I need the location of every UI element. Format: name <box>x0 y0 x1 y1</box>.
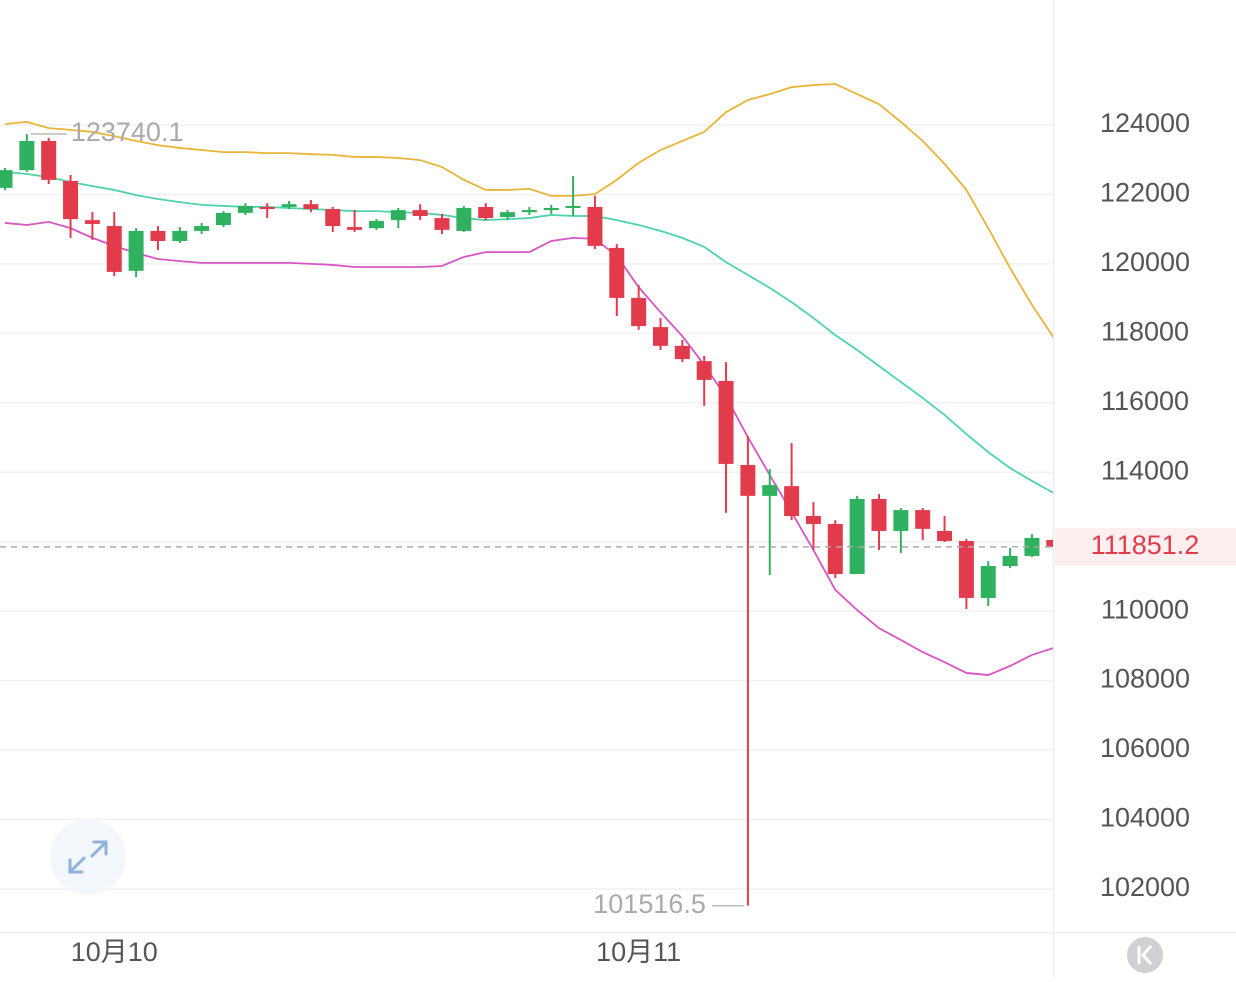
candle-body <box>762 485 778 496</box>
band-upper <box>4 83 1053 339</box>
candle-body <box>1002 555 1018 567</box>
y-tick-label: 116000 <box>1101 386 1189 416</box>
candle-body <box>543 207 559 211</box>
candle-body <box>390 210 406 221</box>
candle-body <box>980 566 996 598</box>
candle-body <box>150 230 166 241</box>
candle-body <box>194 226 210 231</box>
y-tick-label: 106000 <box>1100 733 1190 763</box>
candle-body <box>281 204 297 207</box>
candle-body <box>259 206 275 210</box>
last-price-box <box>1055 527 1236 566</box>
plot-area <box>0 83 1053 906</box>
candle-body <box>718 380 734 464</box>
candle-body <box>434 218 450 230</box>
candle-body <box>106 226 122 272</box>
candle-body <box>849 498 865 574</box>
candle-body <box>0 170 13 188</box>
y-tick-label: 118000 <box>1101 316 1189 346</box>
back-button[interactable] <box>1127 937 1163 973</box>
candle-body <box>303 204 319 210</box>
candle-body <box>740 464 756 496</box>
x-tick-label: 10月10 <box>71 937 158 967</box>
candle-body <box>19 140 35 171</box>
last-price-label: 111851.2 <box>1091 530 1200 560</box>
candle-body <box>696 361 712 380</box>
expand-icon[interactable] <box>68 840 108 874</box>
candle-body <box>937 530 953 542</box>
overlay: 1020001040001060001080001100001120001140… <box>0 108 1236 967</box>
band-lower <box>4 220 1053 676</box>
candle-body <box>653 327 668 346</box>
candle-body <box>478 206 494 219</box>
min-label: 101516.5 <box>593 889 706 919</box>
expand-button[interactable] <box>50 819 126 895</box>
candle-body <box>172 230 188 241</box>
candle-body <box>63 180 79 220</box>
candle-body <box>500 212 516 218</box>
candle-body <box>958 541 974 598</box>
max-label: 123740.1 <box>71 117 184 147</box>
candle-body <box>347 227 363 230</box>
band-middle <box>4 170 1053 494</box>
candle-body <box>784 486 800 517</box>
candle-body <box>368 220 384 229</box>
candle-body <box>456 207 472 231</box>
candle-body <box>827 523 843 574</box>
candle-body <box>41 140 57 180</box>
candle-body <box>521 210 537 213</box>
candle-body <box>805 516 821 524</box>
y-tick-label: 120000 <box>1100 247 1190 277</box>
x-tick-label: 10月11 <box>596 937 681 967</box>
candle-body <box>1046 539 1053 547</box>
candle-body <box>893 510 909 531</box>
candle-body <box>237 205 253 213</box>
y-tick-label: 104000 <box>1100 803 1190 833</box>
expand-circle[interactable] <box>50 819 126 895</box>
back-icon[interactable] <box>1137 945 1153 965</box>
candle-body <box>587 206 603 246</box>
candle-body <box>674 345 690 360</box>
candle-body <box>128 230 144 271</box>
candle-body <box>325 209 341 227</box>
y-tick-label: 108000 <box>1100 664 1190 694</box>
y-tick-label: 122000 <box>1100 178 1190 208</box>
y-tick-label: 124000 <box>1100 108 1190 138</box>
candle-body <box>216 212 231 226</box>
grid <box>0 124 1053 890</box>
candle-body <box>871 498 887 531</box>
candle-body <box>84 220 100 224</box>
candle-body <box>412 210 428 216</box>
candle-body <box>915 510 931 529</box>
candle-body <box>1024 537 1040 556</box>
y-tick-label: 110000 <box>1101 594 1189 624</box>
y-tick-label: 114000 <box>1101 455 1189 485</box>
y-tick-label: 102000 <box>1100 872 1190 902</box>
candle-body <box>565 205 581 208</box>
candle-body <box>609 247 625 298</box>
candle-body <box>631 297 647 327</box>
